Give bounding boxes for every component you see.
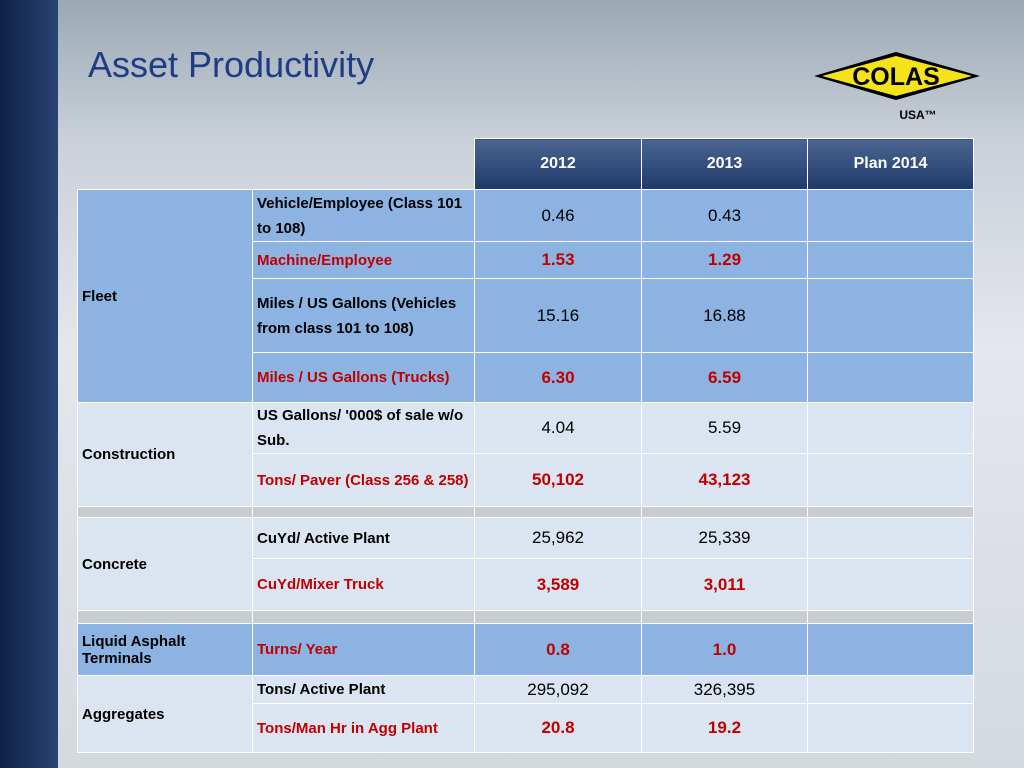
table-row: Aggregates Tons/ Active Plant 295,092 326,3…	[77, 675, 974, 753]
logo: COLAS USA™	[814, 52, 980, 122]
empty-cell	[807, 453, 974, 507]
table-row: Concrete CuYd/ Active Plant 25,962 25,339	[77, 517, 974, 611]
metric: Tons/ Active Plant	[252, 675, 475, 704]
empty-cell	[807, 675, 974, 704]
empty-cell	[807, 558, 974, 611]
spacer-cell	[252, 506, 475, 518]
side-strip	[0, 0, 58, 768]
table-row: CuYd/Mixer Truck 3,589 3,011	[77, 558, 974, 611]
value-cell: 25,339	[641, 517, 808, 559]
value-cell: 4.04	[474, 402, 642, 454]
spacer-cell	[474, 506, 642, 518]
spacer-cell	[77, 610, 253, 624]
spacer-cell	[807, 506, 974, 518]
title: Asset Productivity	[88, 44, 375, 85]
metric: CuYd/ Active Plant	[252, 517, 475, 559]
value-cell: 43,123	[641, 453, 808, 507]
spacer-row	[77, 610, 974, 624]
table-row: Tons/Man Hr in Agg Plant 20.8 19.2	[77, 703, 974, 753]
value-cell: 3,011	[641, 558, 808, 611]
group-label: Concrete	[77, 517, 253, 611]
empty-cell	[807, 517, 974, 559]
empty-cell	[807, 703, 974, 753]
empty-cell	[807, 352, 974, 403]
empty-cell	[807, 189, 974, 242]
table-row: Liquid Asphalt Terminals Turns/ Year 0.8 1.…	[77, 623, 974, 676]
value-cell: 19.2	[641, 703, 808, 753]
value-cell: 1.53	[474, 241, 642, 279]
blank-cell	[78, 139, 253, 190]
empty-cell	[807, 402, 974, 454]
value-cell: 0.46	[474, 189, 642, 242]
value-cell: 326,395	[641, 675, 808, 704]
metric: Miles / US Gallons (Vehicles from class …	[252, 278, 475, 353]
table: 2012 2013 Plan 2014 Fleet Vehicle/Employee (…	[77, 138, 974, 753]
value-cell: 50,102	[474, 453, 642, 507]
spacer-cell	[807, 610, 974, 624]
empty-cell	[807, 623, 974, 676]
value-cell: 1.29	[641, 241, 808, 279]
table-row: Construction US Gallons/ '000$ of sale w/…	[77, 402, 974, 507]
spacer-row	[77, 506, 974, 518]
empty-cell	[807, 241, 974, 279]
value-cell: 15.16	[474, 278, 642, 353]
spacer-cell	[474, 610, 642, 624]
value-cell: 16.88	[641, 278, 808, 353]
column-header: 2012	[474, 138, 642, 190]
value-cell: 295,092	[474, 675, 642, 704]
value-cell: 0.8	[474, 623, 642, 676]
value-cell: 6.30	[474, 352, 642, 403]
value-cell: 3,589	[474, 558, 642, 611]
spacer-cell	[641, 610, 808, 624]
blank-cell	[253, 139, 475, 190]
empty-cell	[807, 278, 974, 353]
spacer-cell	[641, 506, 808, 518]
logo-region: USA™	[899, 108, 936, 122]
metric: Tons/ Paver (Class 256 & 258)	[252, 453, 475, 507]
metric: Vehicle/Employee (Class 101 to 108)	[252, 189, 475, 242]
value-cell: 20.8	[474, 703, 642, 753]
group-label: Liquid Asphalt Terminals	[77, 623, 253, 676]
column-header: 2013	[641, 138, 808, 190]
metric: US Gallons/ '000$ of sale w/o Sub.	[252, 402, 475, 454]
metric: Turns/ Year	[252, 623, 475, 676]
logo-brand: COLAS	[852, 63, 940, 91]
value-cell: 0.43	[641, 189, 808, 242]
group-label: Construction	[77, 402, 253, 507]
group-label: Aggregates	[77, 675, 253, 753]
metric: Tons/Man Hr in Agg Plant	[252, 703, 475, 753]
value-cell: 1.0	[641, 623, 808, 676]
metric: Miles / US Gallons (Trucks)	[252, 352, 475, 403]
group-label: Fleet	[77, 189, 253, 403]
metric: CuYd/Mixer Truck	[252, 558, 475, 611]
value-cell: 6.59	[641, 352, 808, 403]
metric: Machine/Employee	[252, 241, 475, 279]
value-cell: 5.59	[641, 402, 808, 454]
spacer-cell	[77, 506, 253, 518]
table-row: Fleet Vehicle/Employee (Class 101 to 108)…	[77, 189, 974, 403]
spacer-cell	[252, 610, 475, 624]
value-cell: 25,962	[474, 517, 642, 559]
column-header: Plan 2014	[807, 138, 974, 190]
header-row: 2012 2013 Plan 2014	[78, 138, 974, 190]
